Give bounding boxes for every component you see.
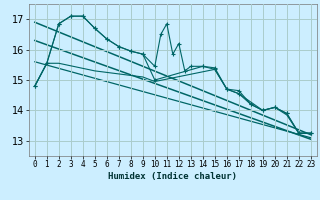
- X-axis label: Humidex (Indice chaleur): Humidex (Indice chaleur): [108, 172, 237, 181]
